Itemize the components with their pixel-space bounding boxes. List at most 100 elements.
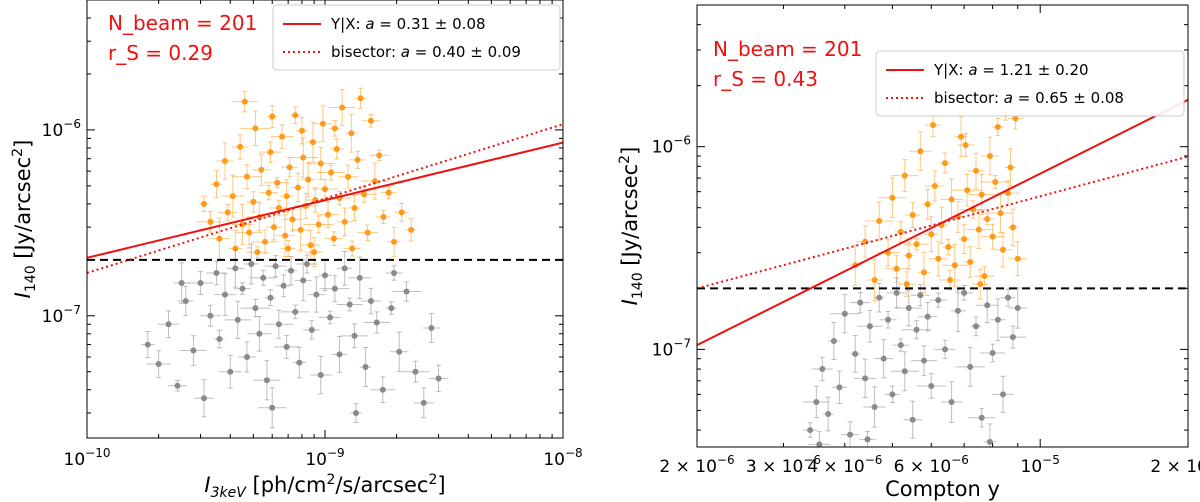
point-marker [319, 120, 326, 127]
point-marker [322, 186, 328, 193]
data-point [901, 320, 932, 340]
point-marker [905, 252, 912, 259]
point-marker [958, 133, 965, 140]
point-marker [984, 302, 991, 309]
data-point [904, 202, 921, 229]
data-point [918, 301, 938, 332]
data-point [822, 396, 834, 432]
data-point [863, 386, 886, 428]
point-marker [246, 229, 253, 236]
data-point [941, 243, 968, 287]
data-point [405, 218, 417, 242]
data-point [968, 408, 996, 428]
point-marker [830, 338, 837, 345]
point-marker [1007, 164, 1014, 171]
data-point [925, 112, 942, 138]
annotation-n-beam: N_beam = 201 [713, 37, 862, 61]
data-point [924, 170, 945, 202]
data-point [369, 149, 389, 162]
data-point [331, 335, 347, 373]
data-point [198, 195, 209, 213]
data-point [955, 346, 985, 387]
data-point [270, 124, 294, 149]
point-marker [305, 176, 312, 183]
point-marker [178, 280, 185, 287]
data-point [929, 292, 948, 308]
data-point [276, 274, 291, 298]
data-point [854, 358, 876, 399]
point-marker [889, 194, 896, 201]
data-point [329, 120, 341, 137]
point-marker [1009, 334, 1016, 341]
point-marker [308, 326, 315, 333]
data-point [865, 201, 894, 241]
point-marker [385, 189, 392, 196]
data-point [188, 271, 214, 295]
data-point [337, 251, 353, 286]
data-point [329, 89, 356, 126]
data-point [917, 251, 931, 293]
point-marker [986, 438, 993, 445]
data-point [259, 141, 282, 163]
point-marker [972, 167, 979, 174]
data-point [370, 376, 396, 404]
point-marker [254, 249, 261, 256]
point-marker [871, 276, 878, 283]
point-marker [279, 133, 286, 140]
data-point [999, 325, 1027, 349]
point-marker [330, 235, 337, 242]
point-marker [935, 297, 942, 304]
point-marker [917, 148, 924, 155]
data-point [884, 385, 900, 404]
point-marker [928, 231, 935, 238]
point-marker [364, 229, 371, 236]
data-point [361, 113, 381, 128]
data-point [974, 266, 995, 286]
data-point [219, 354, 242, 389]
point-marker [229, 193, 236, 200]
data-point [850, 292, 871, 314]
data-point [1008, 241, 1027, 277]
point-marker [852, 350, 859, 357]
data-point [258, 387, 287, 429]
point-marker [237, 143, 244, 150]
point-marker [997, 210, 1004, 217]
data-point [216, 142, 234, 180]
point-marker [221, 158, 228, 165]
point-marker [239, 221, 246, 228]
data-point [246, 191, 261, 213]
data-point [310, 355, 332, 395]
point-marker [260, 274, 267, 281]
point-marker [981, 273, 988, 280]
data-point [803, 385, 830, 419]
data-point [307, 276, 326, 313]
data-point [140, 331, 155, 359]
data-point [348, 194, 361, 222]
point-marker [954, 307, 961, 314]
point-marker [847, 431, 854, 438]
fit-line-bisector [87, 123, 563, 274]
fit-line-yx [697, 98, 1188, 346]
data-point [240, 110, 271, 146]
y-tick-label: 10−7 [42, 303, 81, 327]
data-point [878, 177, 907, 218]
point-marker [951, 262, 958, 269]
data-point [980, 343, 1005, 363]
point-marker [200, 395, 207, 402]
plot-area [87, 87, 563, 429]
point-marker [213, 269, 220, 276]
point-marker [283, 193, 290, 200]
data-point [972, 268, 989, 300]
data-point [350, 186, 378, 203]
point-marker [250, 198, 257, 205]
data-point [313, 105, 333, 142]
data-point [890, 351, 919, 392]
data-point [975, 287, 999, 324]
point-marker [275, 205, 282, 212]
point-marker [885, 316, 892, 323]
point-marker [893, 265, 900, 272]
point-marker [216, 336, 223, 343]
point-marker [901, 368, 908, 375]
data-point [214, 273, 236, 316]
data-point [343, 240, 361, 257]
